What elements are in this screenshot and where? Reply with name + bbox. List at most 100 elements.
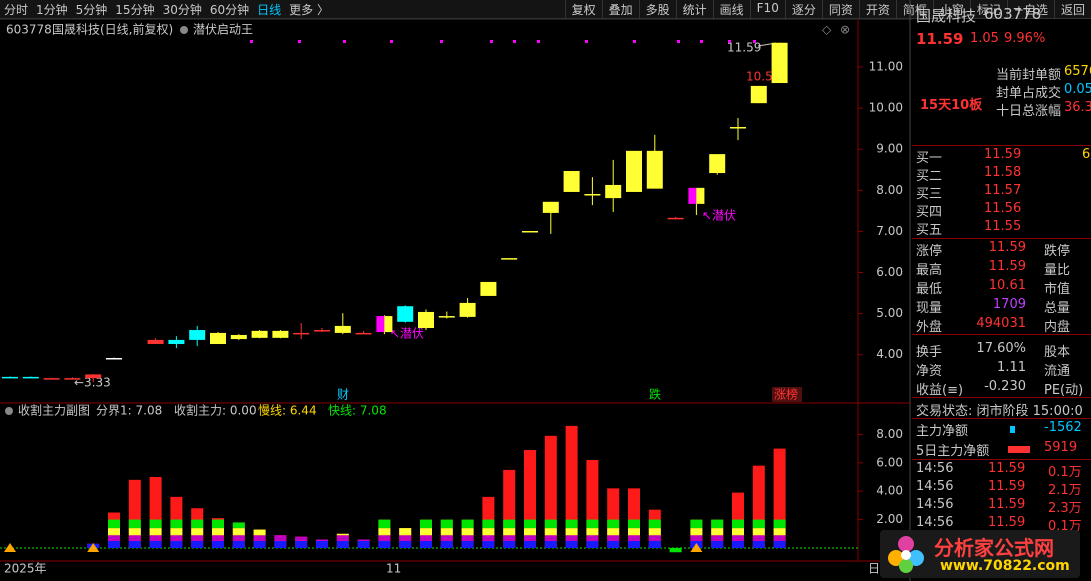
y-tick-label: 5.00 [876,306,903,320]
candle-body [584,193,601,196]
bar-band [170,519,183,529]
candle-body [480,281,497,296]
annotation: 跌 [649,387,661,402]
bar-band [149,535,162,541]
icon: ◇ [822,23,832,37]
bar-band [232,540,245,548]
cell: 十日总涨幅 [996,104,1062,119]
bar-band [711,540,724,548]
signal-dot [343,40,346,43]
bar-band [212,535,224,541]
tab[interactable]: 1分钟 [36,3,68,17]
button[interactable]: 多股 [638,0,676,18]
y-tick-label: 6.00 [876,265,903,279]
flow-bar [1008,446,1030,453]
bar-band [648,519,661,529]
bar-band [191,519,204,529]
tab[interactable]: 更多 〉 [289,3,329,17]
bar-band [752,519,765,529]
candle-body [168,339,185,345]
bar-band [732,519,744,529]
bar-band [336,540,349,548]
bar-band [295,540,308,548]
bar-band [503,540,516,548]
bar-band [690,535,703,541]
bar-band [732,528,744,536]
signal-dot [753,40,756,43]
candle-body [730,127,746,129]
button[interactable]: 简框 [895,0,933,18]
bar-band [253,529,266,536]
candle-body [43,378,60,380]
bar-band [690,528,703,536]
bar-band [711,519,724,529]
button[interactable]: 叠加 [601,0,639,18]
tab[interactable]: 30分钟 [162,3,202,17]
y-tick-label: 4.00 [876,484,903,498]
bar-band [191,535,204,541]
cell: 11.59 [988,259,1026,274]
button[interactable]: F10 [749,0,785,18]
candle-body [438,316,455,318]
tool-buttons: 复权 叠加 多股 统计 画线 F10 逐分 同资 开资 简框 小窗 标记 +自选 返回 [564,0,1091,18]
cell: 换手 [916,345,943,360]
bar-band [108,540,120,548]
bar-band [628,519,640,529]
bar-band [295,536,308,541]
bar-band [149,528,162,536]
cell: 0.1万 [1048,465,1082,480]
signal-dot [390,40,393,43]
bar [565,425,578,548]
icon [690,543,703,552]
button[interactable]: 返回 [1053,0,1091,18]
cell: 11.57 [984,183,1022,198]
button[interactable]: 复权 [564,0,602,18]
bar-band [544,519,557,529]
cell: 0.05 [1064,82,1091,97]
bar-band [773,519,786,529]
button[interactable]: 小窗 [932,0,970,18]
annotation: 财 [337,388,349,402]
stock-code: 603778 [984,5,1042,23]
tab[interactable]: 15分钟 [115,3,155,17]
legend: 分界1: 7.08 [96,404,162,418]
button[interactable]: 标记 [969,0,1007,18]
bar-band [607,540,620,548]
button[interactable]: 开资 [858,0,896,18]
y-tick-label: 9.00 [876,142,903,156]
tab[interactable]: 分时 [4,3,29,17]
signal-dot [537,40,540,43]
bar-band [607,528,620,536]
candle-body [147,339,164,345]
date-label: 11 [386,562,401,576]
candle-body [189,330,206,340]
bar-band [170,540,183,548]
tab[interactable]: 日线 [257,3,282,17]
cell: 1.11 [997,360,1026,375]
bar-band [524,528,536,536]
cell: 6576 [1064,64,1091,79]
bar-band [773,528,786,536]
button[interactable]: 统计 [675,0,713,18]
candle-body [667,217,684,220]
bar-band [648,528,661,536]
bar-band [232,535,245,541]
cell: 11.55 [984,219,1022,234]
bar-band [170,535,183,541]
candle-body [709,154,726,174]
button[interactable]: +自选 [1006,0,1054,18]
bar-band [482,535,495,541]
button[interactable]: 画线 [712,0,750,18]
cell: 14:56 [916,515,954,530]
tab[interactable]: 60分钟 [209,3,250,17]
y-tick-label: 2.00 [876,512,903,526]
button[interactable]: 逐分 [784,0,822,18]
pct: 9.96% [1004,31,1046,46]
tab[interactable]: 5分钟 [75,3,108,17]
button[interactable]: 同资 [821,0,859,18]
bar-band [420,528,432,536]
candle-body [251,330,268,338]
bar-band [648,540,661,548]
annotation: 11.59 [727,41,761,55]
bar-band [648,535,661,541]
